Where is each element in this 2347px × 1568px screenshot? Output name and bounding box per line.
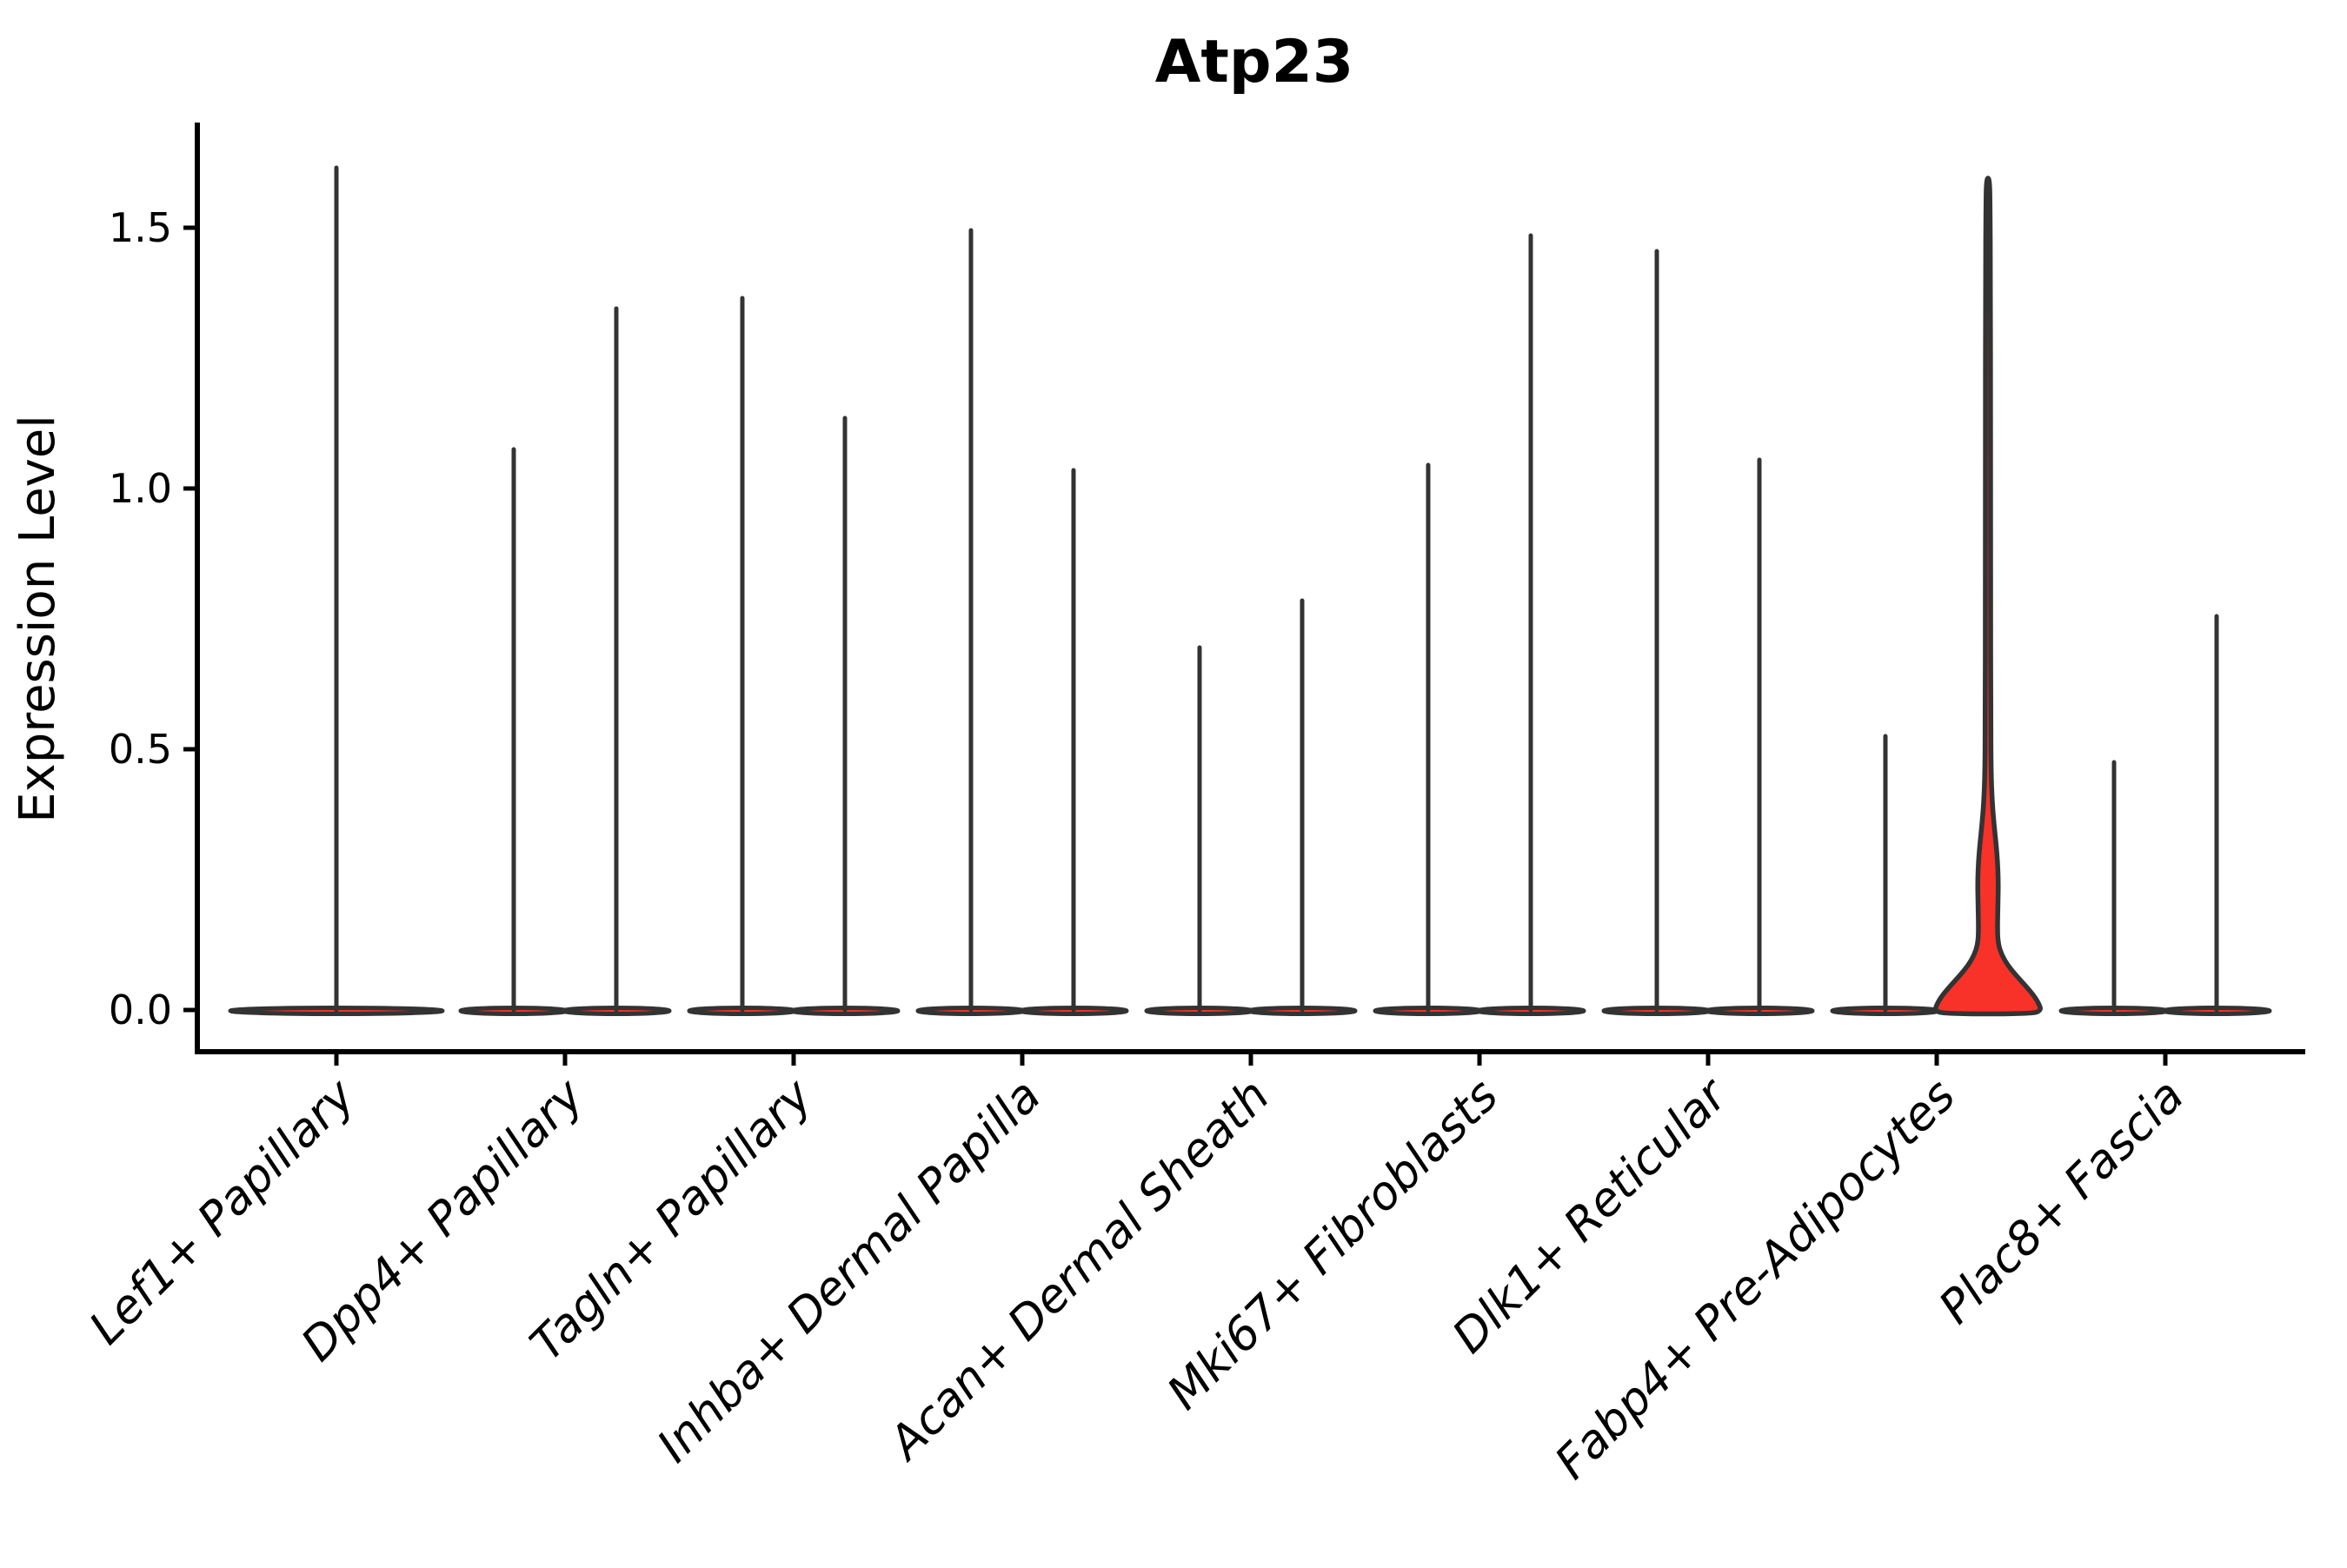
axes-layer — [183, 123, 2305, 1066]
y-tick-label: 0.5 — [109, 726, 172, 773]
x-tick-label: Inhba+ Dermal Papilla — [648, 1069, 1051, 1472]
y-tick-label: 1.0 — [109, 465, 172, 512]
violins-layer — [228, 165, 2272, 1017]
y-tick-label: 0.0 — [109, 987, 172, 1033]
x-tick-label: Plac8+ Fascia — [1929, 1069, 2194, 1334]
violin-body-highlighted-fabp4-pre-adipocytes — [1933, 176, 2043, 1017]
chart-title: Atp23 — [1155, 28, 1353, 96]
x-tick-label: Fabp4+ Pre-Adipocytes — [1546, 1069, 1966, 1490]
y-tick-label: 1.5 — [109, 204, 172, 251]
y-axis-label: Expression Level — [10, 415, 66, 823]
x-tick-label: Acan+ Dermal Sheath — [878, 1069, 1280, 1472]
